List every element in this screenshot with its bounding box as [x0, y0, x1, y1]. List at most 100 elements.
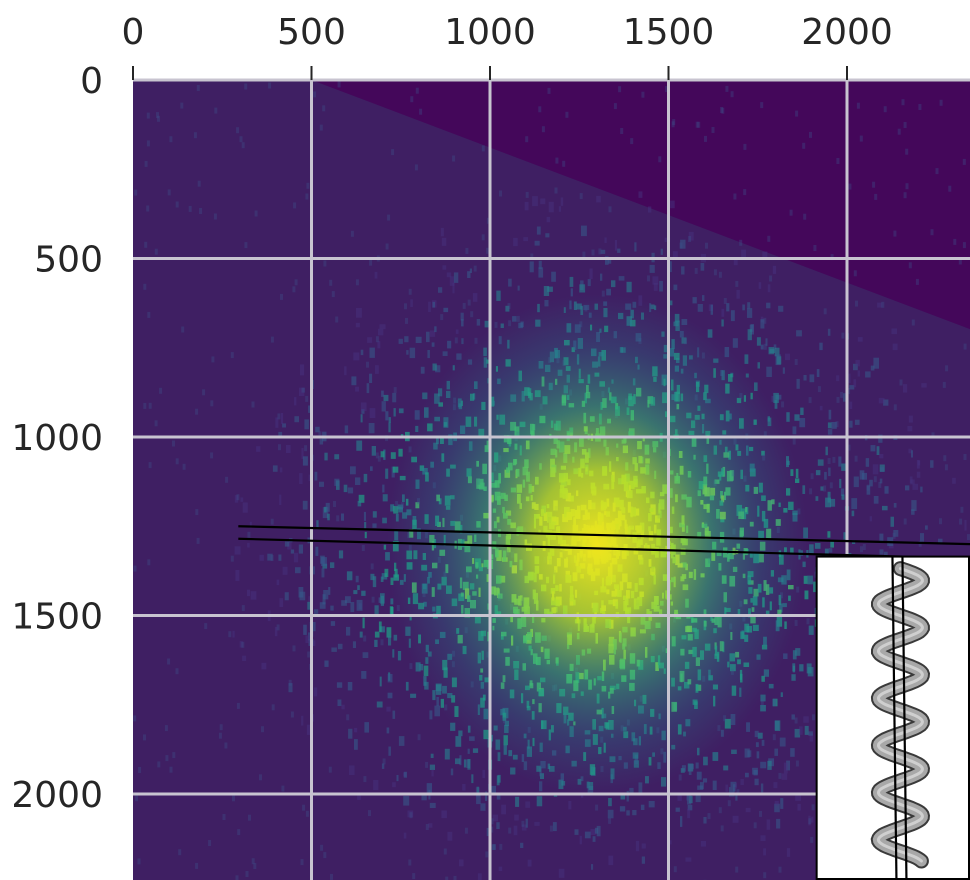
speckle: [908, 448, 912, 454]
speckle: [324, 660, 329, 667]
speckle: [391, 149, 395, 156]
speckle: [538, 106, 542, 113]
speckle: [773, 782, 778, 789]
speckle: [835, 421, 839, 428]
speckle: [278, 431, 283, 436]
speckle: [857, 370, 860, 377]
speckle: [703, 817, 707, 824]
speckle: [884, 486, 889, 494]
speckle: [587, 279, 591, 287]
speckle: [279, 467, 283, 473]
speckle: [460, 312, 464, 321]
speckle: [432, 363, 437, 371]
speckle: [695, 121, 699, 128]
speckle: [319, 124, 323, 131]
speckle: [442, 265, 447, 270]
speckle: [799, 726, 803, 735]
speckle: [157, 115, 160, 122]
speckle: [776, 356, 782, 365]
speckle: [677, 793, 682, 801]
speckle: [761, 739, 765, 746]
speckle: [813, 581, 817, 593]
speckle: [953, 238, 957, 245]
speckle: [147, 559, 151, 566]
speckle: [470, 311, 474, 318]
speckle: [548, 201, 554, 213]
speckle: [143, 734, 146, 741]
speckle: [384, 568, 389, 577]
speckle: [855, 359, 860, 367]
speckle: [157, 761, 161, 768]
speckle: [236, 494, 240, 501]
speckle: [279, 598, 284, 607]
overlay-line: [238, 525, 970, 546]
speckle: [836, 396, 840, 403]
speckle: [799, 664, 804, 672]
speckle: [425, 824, 429, 830]
speckle: [869, 479, 873, 487]
speckle: [903, 384, 908, 393]
speckle: [790, 748, 795, 757]
speckle: [415, 336, 422, 343]
speckle: [379, 626, 385, 633]
speckle: [325, 502, 330, 512]
speckle: [733, 193, 737, 200]
speckle: [417, 734, 421, 741]
speckle: [768, 683, 774, 689]
speckle: [350, 230, 354, 237]
speckle: [301, 715, 304, 726]
speckle: [431, 342, 435, 347]
speckle: [472, 293, 478, 302]
speckle: [939, 99, 943, 106]
speckle: [175, 458, 179, 465]
speckle: [671, 121, 675, 128]
speckle: [461, 319, 464, 327]
speckle: [244, 242, 248, 249]
speckle: [641, 91, 645, 98]
speckle: [327, 513, 330, 521]
speckle: [496, 290, 501, 301]
speckle: [346, 626, 351, 636]
speckle: [294, 416, 299, 423]
speckle: [345, 596, 351, 604]
speckle: [169, 766, 173, 773]
speckle: [653, 283, 658, 291]
speckle: [617, 248, 621, 253]
speckle: [905, 485, 910, 491]
speckle: [523, 237, 528, 242]
speckle: [659, 280, 663, 292]
speckle: [872, 464, 879, 475]
speckle: [766, 302, 771, 309]
speckle: [241, 641, 245, 648]
speckle: [838, 456, 842, 467]
speckle: [808, 731, 813, 736]
speckle: [591, 864, 594, 870]
speckle: [425, 761, 429, 768]
speckle: [144, 160, 148, 167]
speckle: [390, 452, 396, 459]
speckle: [321, 568, 325, 578]
speckle: [388, 636, 392, 646]
speckle: [534, 821, 540, 826]
speckle: [341, 600, 347, 606]
speckle: [274, 626, 278, 637]
speckle: [467, 299, 471, 306]
speckle: [403, 832, 407, 839]
speckle: [700, 841, 706, 847]
speckle: [661, 777, 667, 787]
speckle: [539, 781, 543, 792]
speckle: [687, 794, 692, 805]
speckle: [434, 705, 440, 717]
speckle: [808, 625, 814, 635]
speckle: [774, 720, 781, 731]
speckle: [851, 510, 855, 517]
speckle: [538, 267, 544, 278]
speckle: [440, 227, 444, 237]
speckle: [154, 420, 158, 427]
speckle: [403, 771, 407, 778]
speckle: [893, 404, 897, 411]
speckle: [377, 341, 381, 349]
speckle: [551, 271, 556, 282]
speckle: [632, 810, 637, 816]
speckle: [930, 460, 934, 468]
